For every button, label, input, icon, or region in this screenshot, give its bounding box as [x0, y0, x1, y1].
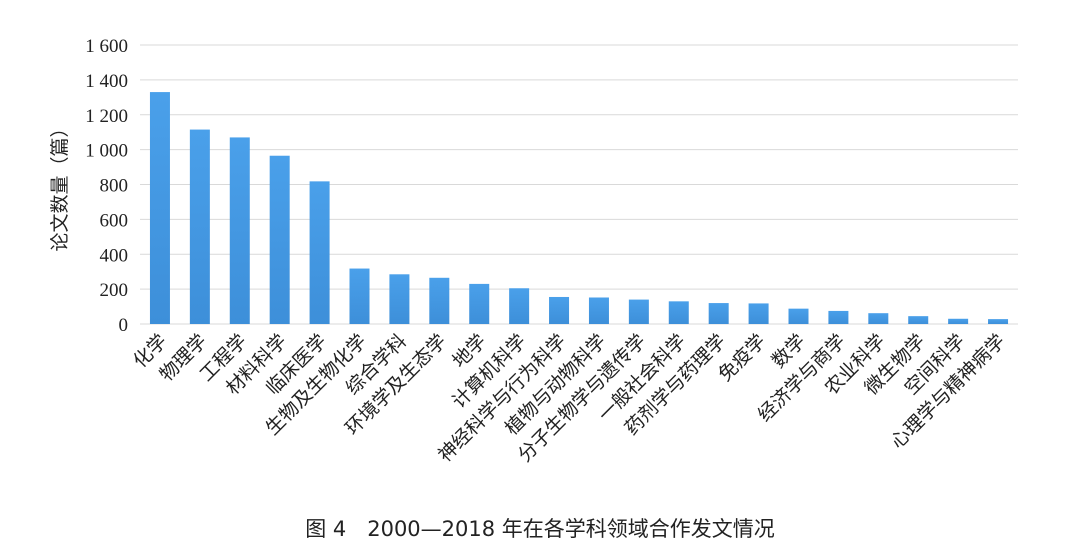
bar-chart: 0 200 400 600 800 1 000 1 200 1 400 1 600 化学物理学工… — [49, 36, 1018, 466]
y-tick-label: 400 — [100, 245, 129, 266]
bar — [429, 277, 450, 324]
bar — [908, 316, 929, 324]
y-tick-label: 1 600 — [85, 36, 128, 57]
bar — [748, 303, 769, 324]
bar — [628, 299, 649, 324]
bar — [948, 318, 969, 324]
bar — [309, 181, 330, 324]
bar — [269, 155, 290, 324]
bar — [708, 303, 729, 324]
bar — [588, 297, 609, 324]
y-axis-label: 论文数量（篇） — [49, 118, 71, 251]
bar — [469, 283, 490, 324]
bar — [868, 313, 889, 324]
y-tick-label: 1 200 — [85, 106, 128, 127]
bar — [389, 274, 410, 324]
y-tick-label: 0 — [119, 315, 129, 336]
y-tick-label: 1 400 — [85, 71, 128, 92]
bar — [988, 319, 1009, 324]
bar — [788, 308, 809, 324]
y-tick-label: 800 — [100, 176, 129, 197]
bar — [549, 296, 570, 324]
x-axis-ticks: 化学物理学工程学材料科学临床医学生物及生物化学综合学科环境学及生态学地学计算机科… — [129, 330, 1010, 466]
bar — [668, 301, 689, 324]
y-tick-label: 200 — [100, 280, 129, 301]
y-axis-ticks: 0 200 400 600 800 1 000 1 200 1 400 1 600 — [85, 36, 128, 336]
bar — [349, 268, 370, 324]
bar — [828, 310, 849, 324]
bar — [189, 129, 210, 324]
bars — [149, 92, 1009, 324]
bar — [229, 137, 250, 324]
figure-caption: 图 4 2000—2018 年在各学科领域合作发文情况 — [305, 517, 775, 541]
bar — [509, 288, 530, 324]
y-tick-label: 1 000 — [85, 141, 128, 162]
y-tick-label: 600 — [100, 210, 129, 231]
bar — [149, 92, 170, 324]
